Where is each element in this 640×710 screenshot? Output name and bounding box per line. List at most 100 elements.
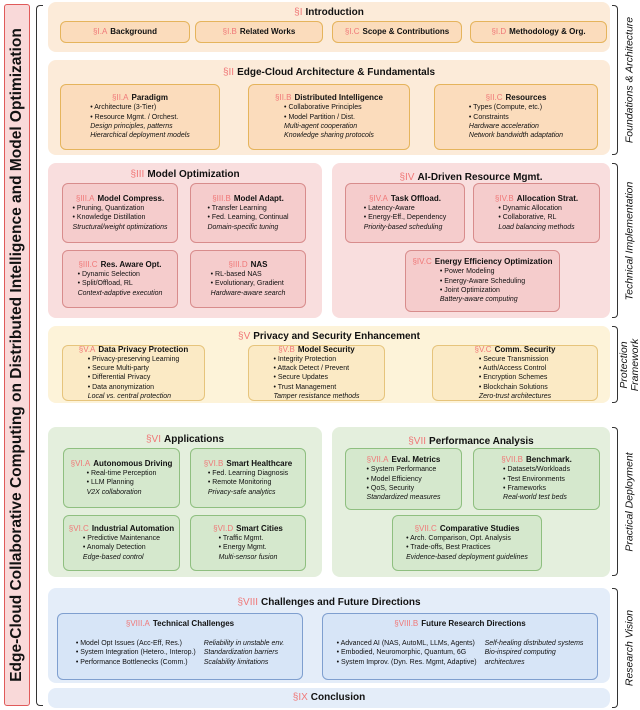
subsection-card: §VI.C Industrial Automation • Predictive M…	[63, 515, 180, 571]
subsection-card: §III.C Res. Aware Opt. • Dynamic Selection…	[62, 250, 178, 308]
subsection-title-text: NAS	[250, 260, 268, 270]
subsection-title: §VII.A Eval. Metrics	[367, 455, 441, 465]
bullet-item: • Privacy-preserving Learning	[87, 355, 180, 363]
subsection-card: §VI.A Autonomous Driving • Real-time Perce…	[63, 448, 180, 508]
note-item: Hardware acceleration	[468, 123, 539, 130]
group-label: Research Vision	[623, 609, 636, 687]
subsection-title-text: Background	[110, 27, 157, 36]
section-number: §I.B	[222, 27, 237, 36]
bullet-item: • Blockchain Solutions	[478, 383, 548, 391]
section-number: §I	[294, 7, 303, 18]
section-title-text: Introduction	[305, 7, 364, 18]
section-title-text: Conclusion	[310, 692, 366, 703]
subsection-card: §V.B Model Security • Integrity Protection…	[248, 345, 385, 401]
bullet-list: • Advanced AI (NAS, AutoML, LLMs, Agents…	[337, 639, 477, 667]
bullet-item: • Arch. Comparison, Opt. Analysis	[406, 535, 511, 543]
section-number: §VII.A	[366, 455, 389, 465]
note-item: Standardization barriers	[203, 649, 279, 657]
subsection-body: • Arch. Comparison, Opt. Analysis • Trade…	[406, 534, 528, 562]
section-number: §IV.C	[412, 257, 432, 267]
note-item: Knowledge sharing protocols	[284, 132, 374, 140]
subsection-card: §I.B Related Works	[195, 21, 323, 43]
subsection-title-text: Comm. Security	[494, 345, 556, 354]
subsection-title-text: Model Compress.	[97, 194, 165, 204]
bullet-item: • Real-time Perception	[86, 470, 157, 478]
note-item: architectures	[484, 658, 525, 666]
bullet-item: • Energy-Eff., Dependency	[363, 214, 447, 222]
bullet-item: • System Performance	[366, 466, 437, 474]
subsection-title-text: Energy Efficiency Optimization	[434, 257, 553, 267]
section-number: §V.C	[474, 345, 492, 354]
section-number: §VI.C	[68, 524, 89, 534]
survey-title: Edge-Cloud Collaborative Computing on Di…	[8, 28, 25, 682]
bullet-item: • Differential Privacy	[87, 374, 151, 382]
bullet-item: • Model Partition / Dist.	[284, 113, 355, 121]
subsection-body: • Datasets/Workloads • Test Environments •…	[503, 465, 570, 502]
note-item: Bio-inspired computing	[484, 649, 556, 657]
section-number: §IV.A	[369, 194, 388, 204]
bullet-item: • Knowledge Distillation	[72, 214, 146, 222]
subsection-title-text: Data Privacy Protection	[98, 345, 189, 354]
section-title-text: AI-Driven Resource Mgmt.	[417, 172, 543, 183]
bullet-item: • Model Efficiency	[366, 475, 422, 483]
note-item: Multi-agent cooperation	[284, 123, 358, 130]
subsection-title: §VIII.B Future Research Directions	[394, 619, 526, 629]
bullet-item: • Frameworks	[503, 485, 546, 492]
subsection-card: §I.A Background	[60, 21, 190, 43]
section-title-text: Edge-Cloud Architecture & Fundamentals	[237, 67, 436, 78]
section-number: §VIII.A	[125, 619, 150, 628]
bullet-item: • Datasets/Workloads	[503, 466, 570, 474]
subsection-body: • Fed. Learning Diagnosis • Remote Monito…	[208, 469, 288, 497]
section-number: §I.D	[491, 27, 507, 36]
subsection-card: §VIII.B Future Research Directions • Advan…	[322, 613, 598, 680]
subsection-title-text: Res. Aware Opt.	[100, 260, 162, 270]
section-title: §IX Conclusion	[48, 692, 610, 703]
bullet-item: • Data anonymization	[87, 383, 154, 391]
note-item: Standardized measures	[366, 494, 441, 502]
subsection-body: • RL-based NAS • Evolutionary, Gradient Ha…	[211, 270, 286, 298]
subsection-card: §V.C Comm. Security • Secure Transmission •…	[432, 345, 598, 401]
subsection-title-text: Model Security	[297, 345, 355, 354]
bullet-item: • Test Environments	[503, 475, 565, 483]
note-item: Load balancing methods	[498, 223, 575, 231]
section-number: §VIII	[237, 597, 259, 608]
section-number: §I.C	[344, 27, 360, 36]
bullet-item: • Secure Updates	[273, 374, 329, 382]
bullet-item: • Encryption Schemes	[478, 374, 548, 382]
subsection-title: §I.B Related Works	[223, 27, 296, 37]
subsection-title: §V.C Comm. Security	[474, 345, 556, 355]
subsection-title-text: Industrial Automation	[91, 524, 175, 534]
left-bracket	[36, 5, 43, 706]
subsection-title: §VI.D Smart Cities	[213, 524, 283, 534]
subsection-title: §IV.B Allocation Strat.	[495, 194, 578, 204]
subsection-title-text: Benchmark.	[526, 455, 572, 465]
group-label-line: Framework	[629, 338, 640, 391]
bullet-item: • Power Modeling	[439, 268, 495, 276]
subsection-title-text: Future Research Directions	[421, 619, 526, 628]
note-item: Zero-trust architectures	[478, 392, 552, 400]
note-item: Battery-aware computing	[439, 296, 518, 304]
bullet-item: • Collaborative, RL	[498, 214, 557, 222]
subsection-card: §IV.C Energy Efficiency Optimization • Pow…	[405, 250, 560, 312]
subsection-body: • Architecture (3-Tier) • Resource Mgmt. …	[90, 103, 190, 140]
section-number: §III	[130, 169, 145, 180]
subsection-body: • Privacy-preserving Learning • Secure Mu…	[87, 355, 180, 400]
subsection-body: • Types (Compute, etc.) • Constraints Hard…	[469, 103, 563, 140]
subsection-title: §V.A Data Privacy Protection	[79, 345, 189, 355]
subsection-card: §III.A Model Compress. • Pruning, Quantiza…	[62, 183, 178, 243]
note-item: Context-adaptive execution	[77, 289, 163, 297]
note-item: Privacy-safe analytics	[207, 488, 276, 496]
subsection-title: §II.C Resources	[486, 93, 547, 103]
subsection-body: • Latency-Aware • Energy-Eff., Dependency…	[364, 204, 446, 232]
subsection-card: §VIII.A Technical Challenges • Model Opt I…	[57, 613, 303, 680]
section-number: §II.C	[485, 93, 503, 103]
subsection-body: • Real-time Perception • LLM Planning V2X …	[87, 469, 157, 497]
section-number: §III.C	[78, 260, 98, 270]
note-item: Hierarchical deployment models	[90, 132, 190, 140]
subsection-body: • Dynamic Selection • Split/Offload, RL Co…	[78, 270, 163, 298]
bullet-list: • Model Opt Issues (Acc-Eff, Res.) • Syst…	[76, 639, 196, 667]
note-item: Hardware-aware search	[210, 289, 286, 297]
subsection-card: §VII.C Comparative Studies • Arch. Compari…	[392, 515, 542, 571]
note-item: Network bandwidth adaptation	[468, 132, 564, 140]
bullet-item: • Fed. Learning Diagnosis	[207, 470, 289, 478]
